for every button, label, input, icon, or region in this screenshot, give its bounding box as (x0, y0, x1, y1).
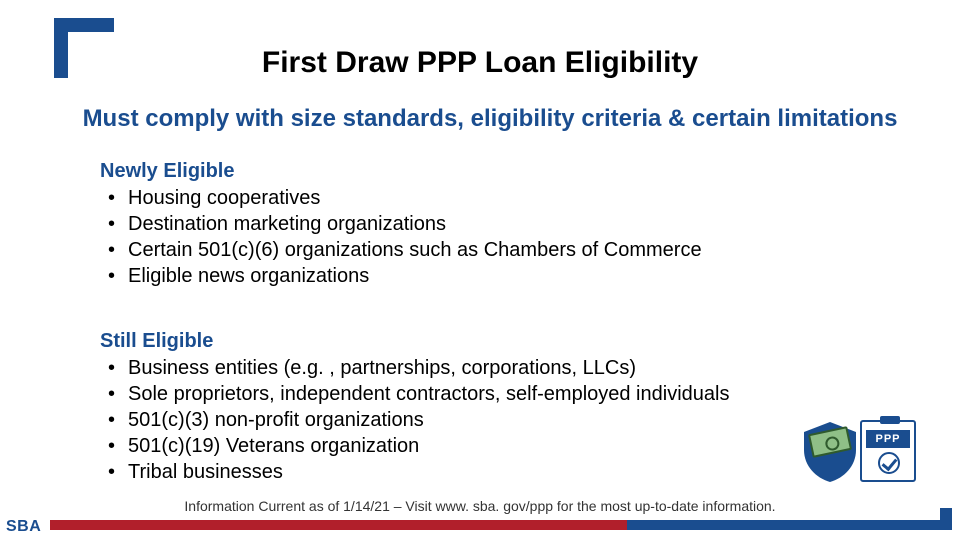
section-still-eligible: Still Eligible Business entities (e.g. ,… (100, 330, 880, 485)
ppp-label: PPP (866, 430, 910, 448)
bullet-list: Housing cooperatives Destination marketi… (100, 185, 880, 289)
section-heading: Still Eligible (100, 330, 880, 353)
slide: First Draw PPP Loan Eligibility Must com… (0, 0, 960, 540)
bottom-accent-bar (50, 520, 952, 530)
ppp-graphic: PPP (796, 416, 916, 488)
list-item: 501(c)(3) non-profit organizations (128, 407, 880, 433)
list-item: Destination marketing organizations (128, 211, 880, 237)
list-item: Sole proprietors, independent contractor… (128, 381, 880, 407)
list-item: Business entities (e.g. , partnerships, … (128, 355, 880, 381)
footnote: Information Current as of 1/14/21 – Visi… (0, 498, 960, 514)
list-item: 501(c)(19) Veterans organization (128, 433, 880, 459)
list-item: Housing cooperatives (128, 185, 880, 211)
bullet-list: Business entities (e.g. , partnerships, … (100, 355, 880, 485)
list-item: Tribal businesses (128, 459, 880, 485)
check-icon (878, 452, 900, 474)
list-item: Eligible news organizations (128, 263, 880, 289)
clipboard-tab (880, 416, 900, 424)
slide-subtitle: Must comply with size standards, eligibi… (80, 104, 900, 134)
list-item: Certain 501(c)(6) organizations such as … (128, 237, 880, 263)
slide-title: First Draw PPP Loan Eligibility (0, 46, 960, 80)
section-newly-eligible: Newly Eligible Housing cooperatives Dest… (100, 160, 880, 289)
accent-bar-blue (627, 520, 952, 530)
section-heading: Newly Eligible (100, 160, 880, 183)
clipboard-icon: PPP (860, 420, 916, 482)
accent-bar-red (50, 520, 627, 530)
sba-logo: SBA (6, 518, 41, 536)
